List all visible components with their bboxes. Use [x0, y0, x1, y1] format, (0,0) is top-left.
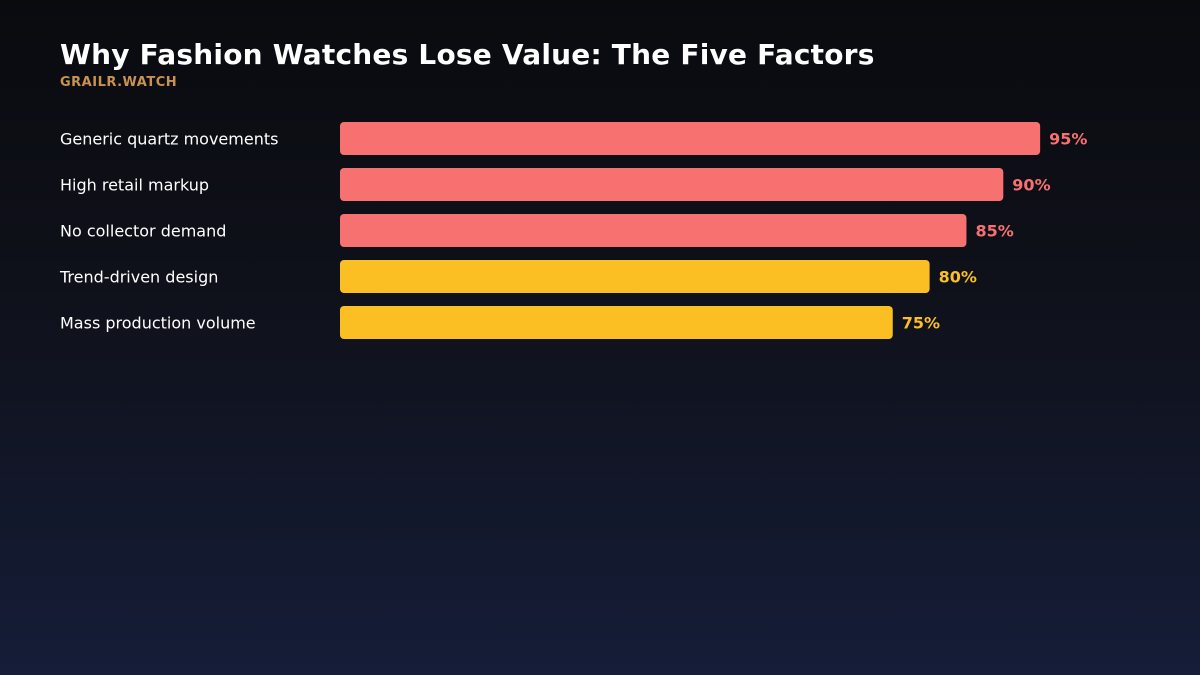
bar	[340, 214, 967, 247]
value-label: 85%	[975, 222, 1013, 241]
bar	[340, 260, 930, 293]
category-label: Mass production volume	[60, 314, 256, 333]
bar	[340, 168, 1004, 201]
brand-label: GRAILR.WATCH	[60, 75, 178, 90]
bar	[340, 122, 1041, 155]
value-label: 75%	[902, 314, 940, 333]
value-label: 90%	[1012, 176, 1050, 195]
category-label: High retail markup	[60, 176, 209, 195]
category-label: No collector demand	[60, 222, 226, 241]
category-label: Generic quartz movements	[60, 130, 278, 149]
chart-title: Why Fashion Watches Lose Value: The Five…	[60, 38, 875, 71]
category-label: Trend-driven design	[59, 268, 218, 287]
value-label: 80%	[939, 268, 977, 287]
bar	[340, 306, 893, 339]
value-label: 95%	[1049, 130, 1087, 149]
